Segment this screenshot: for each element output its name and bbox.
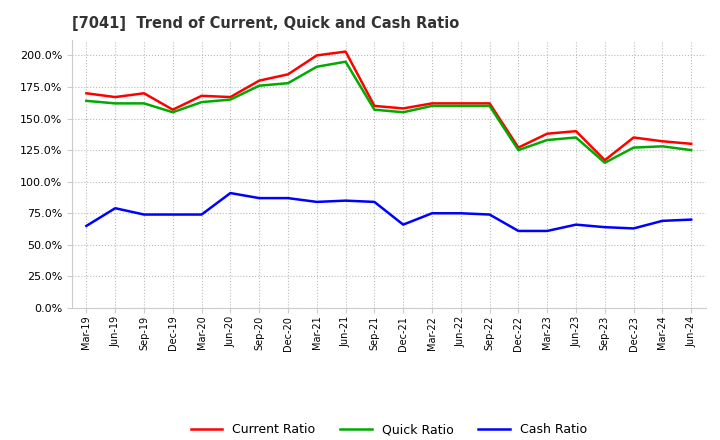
Current Ratio (629, 135, 638, 140)
Cash Ratio (226, 191, 235, 196)
Cash Ratio (111, 205, 120, 211)
Line: Current Ratio: Current Ratio (86, 51, 691, 160)
Cash Ratio (82, 223, 91, 228)
Cash Ratio (284, 195, 292, 201)
Cash Ratio (197, 212, 206, 217)
Quick Ratio (312, 64, 321, 70)
Current Ratio (658, 139, 667, 144)
Current Ratio (82, 91, 91, 96)
Current Ratio (456, 101, 465, 106)
Quick Ratio (485, 103, 494, 109)
Current Ratio (687, 141, 696, 147)
Quick Ratio (111, 101, 120, 106)
Cash Ratio (370, 199, 379, 205)
Current Ratio (140, 91, 148, 96)
Quick Ratio (226, 97, 235, 102)
Current Ratio (543, 131, 552, 136)
Cash Ratio (168, 212, 177, 217)
Quick Ratio (600, 160, 609, 165)
Cash Ratio (572, 222, 580, 227)
Cash Ratio (341, 198, 350, 203)
Quick Ratio (82, 98, 91, 103)
Current Ratio (399, 106, 408, 111)
Quick Ratio (341, 59, 350, 64)
Quick Ratio (658, 144, 667, 149)
Quick Ratio (140, 101, 148, 106)
Line: Cash Ratio: Cash Ratio (86, 193, 691, 231)
Current Ratio (312, 53, 321, 58)
Quick Ratio (197, 99, 206, 105)
Quick Ratio (255, 83, 264, 88)
Cash Ratio (658, 218, 667, 224)
Cash Ratio (514, 228, 523, 234)
Cash Ratio (629, 226, 638, 231)
Cash Ratio (140, 212, 148, 217)
Quick Ratio (284, 81, 292, 86)
Cash Ratio (485, 212, 494, 217)
Quick Ratio (399, 110, 408, 115)
Current Ratio (428, 101, 436, 106)
Current Ratio (111, 95, 120, 100)
Current Ratio (370, 103, 379, 109)
Cash Ratio (399, 222, 408, 227)
Quick Ratio (514, 147, 523, 153)
Legend: Current Ratio, Quick Ratio, Cash Ratio: Current Ratio, Quick Ratio, Cash Ratio (186, 418, 592, 440)
Quick Ratio (456, 103, 465, 109)
Current Ratio (572, 128, 580, 134)
Line: Quick Ratio: Quick Ratio (86, 62, 691, 163)
Cash Ratio (428, 211, 436, 216)
Quick Ratio (428, 103, 436, 109)
Cash Ratio (600, 224, 609, 230)
Current Ratio (341, 49, 350, 54)
Cash Ratio (312, 199, 321, 205)
Quick Ratio (687, 147, 696, 153)
Cash Ratio (255, 195, 264, 201)
Quick Ratio (572, 135, 580, 140)
Quick Ratio (370, 107, 379, 112)
Cash Ratio (687, 217, 696, 222)
Current Ratio (197, 93, 206, 99)
Current Ratio (600, 158, 609, 163)
Current Ratio (255, 78, 264, 83)
Quick Ratio (168, 110, 177, 115)
Current Ratio (514, 145, 523, 150)
Current Ratio (226, 95, 235, 100)
Quick Ratio (629, 145, 638, 150)
Text: [7041]  Trend of Current, Quick and Cash Ratio: [7041] Trend of Current, Quick and Cash … (72, 16, 459, 32)
Current Ratio (168, 107, 177, 112)
Cash Ratio (456, 211, 465, 216)
Cash Ratio (543, 228, 552, 234)
Quick Ratio (543, 137, 552, 143)
Current Ratio (284, 72, 292, 77)
Current Ratio (485, 101, 494, 106)
